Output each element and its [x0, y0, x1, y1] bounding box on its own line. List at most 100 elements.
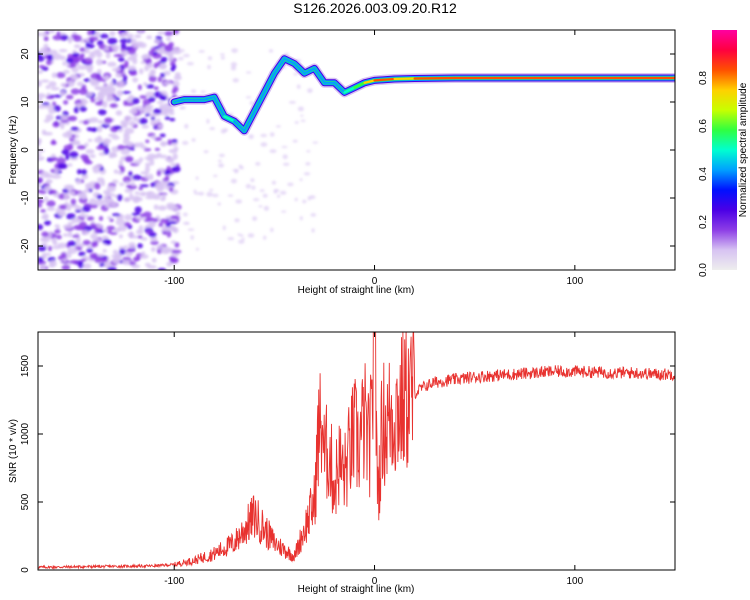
heatmap-noise-cell — [127, 65, 137, 71]
heatmap-noise-cell — [52, 245, 62, 250]
heatmap-noise-cell — [96, 194, 103, 200]
heatmap-noise-cell — [122, 176, 131, 183]
heatmap-noise-cell — [144, 165, 150, 173]
heatmap-noise-cell — [104, 117, 113, 124]
heatmap-noise-cell — [139, 184, 149, 188]
heatmap-noise-cell — [174, 72, 181, 78]
heatmap-noise-cell — [123, 245, 128, 250]
heatmap-noise-cell — [71, 134, 76, 138]
heatmap-carrier-core — [343, 86, 356, 94]
heatmap-noise-cell — [253, 198, 260, 202]
heatmap-noise-cell — [151, 246, 156, 252]
heatmap-noise-cell — [164, 175, 170, 181]
heatmap-carrier-core — [203, 96, 216, 101]
heatmap-noise-cell — [126, 33, 134, 39]
colorbar-ticks: 0.0 0.2 0.4 0.6 0.8 — [698, 71, 709, 277]
heatmap-noise-cell — [113, 125, 122, 130]
heatmap-noise-cell — [158, 47, 163, 54]
heatmap-noise-cell — [109, 81, 114, 88]
heatmap-noise-cell — [312, 141, 319, 144]
heatmap-noise-cell — [96, 125, 103, 133]
heatmap-noise-cell — [77, 65, 88, 70]
snr-y-tick-label: 1000 — [20, 422, 31, 445]
heatmap-carrier-core — [223, 115, 236, 123]
heatmap-noise-cell — [132, 43, 142, 48]
heatmap-noise-cell — [68, 230, 73, 238]
heatmap-noise-cell — [96, 58, 103, 66]
heatmap-noise-cell — [145, 162, 151, 167]
heatmap-noise-cell — [134, 206, 142, 214]
heatmap-noise-cell — [130, 38, 137, 45]
heatmap-noise-cell — [63, 184, 74, 189]
heatmap-noise-cell — [150, 236, 158, 242]
colorbar-tick-label: 0.8 — [698, 71, 709, 85]
heatmap-noise-cell — [150, 182, 156, 188]
heatmap-noise-cell — [157, 124, 163, 129]
heatmap-noise-cell — [98, 109, 107, 116]
heatmap-noise-cell — [137, 84, 142, 91]
heatmap-noise-cell — [170, 163, 178, 167]
heatmap-noise-cell — [159, 63, 166, 69]
heatmap-noise-cell — [128, 94, 134, 99]
heatmap-noise-cell — [128, 108, 138, 115]
heatmap-noise-cell — [99, 33, 109, 39]
heatmap-y-ticks: -20 -10 0 10 20 — [20, 48, 675, 253]
heatmap-noise-cell — [302, 199, 307, 204]
heatmap-noise-cell — [232, 78, 239, 83]
heatmap-noise-cell — [250, 178, 255, 183]
heatmap-noise-cell — [103, 195, 109, 201]
heatmap-noise-cell — [170, 215, 180, 219]
heatmap-noise-cell — [141, 124, 149, 129]
heatmap-noise-cell — [103, 147, 110, 155]
heatmap-noise-cell — [299, 216, 303, 221]
heatmap-noise-cell — [73, 44, 81, 49]
heatmap-noise-cell — [269, 132, 275, 137]
heatmap-noise-cell — [67, 37, 73, 44]
heatmap-noise-cell — [303, 172, 311, 176]
heatmap-noise-cell — [262, 193, 268, 198]
heatmap-noise-cell — [166, 165, 172, 172]
heatmap-noise-cell — [95, 86, 102, 91]
heatmap-noise-cell — [162, 231, 169, 235]
heatmap-noise-cell — [239, 234, 244, 237]
heatmap-noise-cell — [78, 262, 84, 269]
heatmap-noise-cell — [191, 138, 196, 142]
heatmap-noise-cell — [65, 154, 70, 161]
heatmap-noise-cell — [67, 221, 75, 225]
heatmap-noise-cell — [140, 171, 150, 175]
heatmap-carrier-core — [263, 72, 276, 94]
heatmap-noise-cell — [93, 164, 102, 170]
heatmap-noise-cell — [129, 70, 138, 76]
heatmap-noise-cell — [79, 47, 86, 52]
heatmap-noise-cell — [106, 97, 112, 102]
heatmap-noise-cell — [148, 221, 157, 227]
heatmap-noise-cell — [156, 244, 165, 250]
heatmap-noise-cell — [217, 202, 221, 206]
heatmap-noise-cell — [67, 163, 73, 167]
heatmap-noise-cell — [66, 213, 76, 220]
heatmap-noise-cell — [61, 264, 71, 270]
heatmap-noise-cell — [88, 198, 97, 205]
heatmap-noise-cell — [43, 43, 49, 49]
heatmap-noise-cell — [38, 203, 43, 208]
heatmap-noise-cell — [52, 121, 60, 128]
heatmap-noise-cell — [79, 106, 87, 112]
heatmap-carrier-core — [293, 62, 306, 75]
heatmap-noise-cell — [112, 179, 119, 184]
heatmap-noise-cell — [94, 97, 104, 101]
heatmap-noise-cell — [158, 154, 168, 159]
heatmap-noise-cell — [58, 49, 68, 53]
heatmap-noise-cell — [115, 110, 123, 116]
heatmap-noise-cell — [79, 214, 89, 218]
colorbar-gradient — [712, 30, 737, 270]
heatmap-noise-cell — [171, 47, 180, 54]
heatmap-noise-cell — [137, 235, 143, 239]
heatmap-noise-cell — [118, 159, 124, 167]
heatmap-cells — [38, 30, 675, 270]
heatmap-noise-cell — [168, 112, 175, 116]
heatmap-noise-cell — [102, 239, 111, 245]
heatmap-noise-cell — [48, 189, 57, 195]
heatmap-noise-cell — [145, 91, 155, 98]
heatmap-noise-cell — [238, 239, 245, 244]
heatmap-noise-cell — [168, 225, 176, 232]
